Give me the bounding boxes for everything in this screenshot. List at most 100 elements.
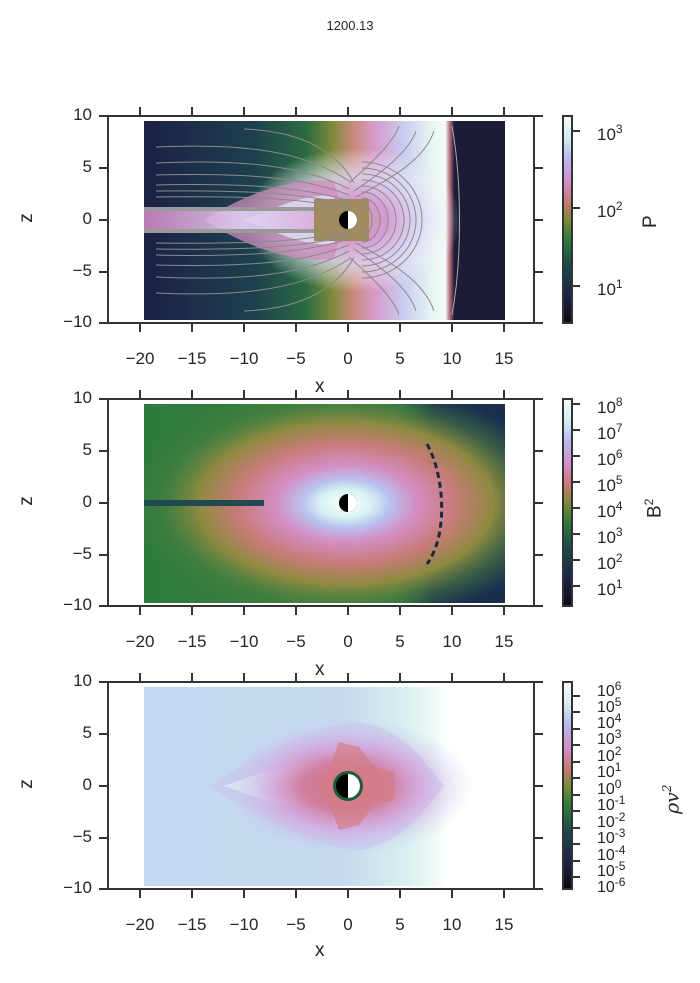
x-tick-label: −15	[177, 632, 207, 651]
cbar-tick-label: 10-2	[597, 810, 626, 831]
y-tick	[99, 681, 107, 683]
y-tick-label: −5	[72, 261, 92, 280]
cbar-tick	[573, 207, 580, 209]
x-tick	[295, 390, 297, 398]
x-tick	[243, 607, 245, 615]
x-tick	[399, 107, 401, 115]
x-tick	[451, 107, 453, 115]
x-tick-label: 10	[442, 632, 462, 651]
x-tick-label: 15	[494, 915, 514, 934]
cbar-tick-label: 10-4	[597, 843, 626, 864]
panel-magnetic: 10 5 0 −5 −10 z −20 −15 −10 −5 0 5 10 15…	[0, 283, 700, 680]
panel-pressure: 10 5 0 −5 −10 z −20 −15 −10 −5 0 5 10 15…	[0, 0, 700, 397]
pressure-heatmap	[144, 121, 505, 320]
x-tick	[503, 390, 505, 398]
x-tick	[295, 673, 297, 681]
y-tick	[99, 115, 107, 117]
cbar-tick	[573, 810, 580, 812]
y-tick	[99, 888, 107, 890]
y-tick	[99, 837, 107, 839]
cbar-tick	[573, 794, 580, 796]
plot-axes-magnetic	[107, 398, 535, 607]
colorbar-label: P	[640, 215, 661, 228]
y-tick	[535, 733, 543, 735]
x-tick-label: 10	[442, 349, 462, 368]
y-tick	[99, 554, 107, 556]
x-tick	[503, 890, 505, 898]
x-tick	[451, 890, 453, 898]
y-tick-label: 5	[82, 440, 92, 459]
y-tick-label: 0	[82, 209, 92, 228]
cbar-tick	[573, 744, 580, 746]
y-tick-label: 10	[73, 671, 92, 690]
colorbar-label: ρv2	[660, 784, 684, 814]
y-tick-label: −5	[72, 827, 92, 846]
cbar-tick	[573, 559, 580, 561]
x-tick	[399, 890, 401, 898]
x-tick	[347, 890, 349, 898]
x-tick	[191, 890, 193, 898]
y-tick	[99, 605, 107, 607]
x-tick	[191, 107, 193, 115]
x-tick	[503, 607, 505, 615]
x-tick-label: 5	[395, 632, 405, 651]
colorbar-dynamic	[562, 681, 573, 890]
x-tick	[451, 390, 453, 398]
cbar-tick-label: 103	[597, 122, 623, 144]
x-tick	[191, 673, 193, 681]
x-tick	[295, 107, 297, 115]
y-tick	[535, 605, 543, 607]
y-tick-label: −10	[63, 595, 92, 614]
x-tick-label: −15	[177, 915, 207, 934]
cbar-tick-label: 107	[597, 421, 623, 443]
x-tick	[139, 390, 141, 398]
cbar-tick-label: 105	[597, 695, 622, 716]
x-tick-label: 0	[343, 349, 353, 368]
cbar-tick-label: 106	[597, 679, 622, 700]
cbar-tick-label: 10-5	[597, 859, 626, 880]
x-tick-label: −15	[177, 349, 207, 368]
x-tick	[399, 673, 401, 681]
cbar-tick	[573, 403, 580, 405]
x-tick-label: −10	[229, 915, 259, 934]
x-tick	[347, 107, 349, 115]
x-tick-label: 0	[343, 915, 353, 934]
y-axis-label: z	[15, 496, 37, 506]
colorbar-pressure	[562, 115, 573, 324]
x-tick-label: 10	[442, 915, 462, 934]
y-tick-label: 0	[82, 775, 92, 794]
cbar-tick	[573, 761, 580, 763]
cbar-tick	[573, 585, 580, 587]
y-tick	[535, 271, 543, 273]
y-tick	[535, 502, 543, 504]
x-tick-label: −20	[125, 632, 155, 651]
x-tick-label: −5	[286, 632, 306, 651]
magnetic-heatmap	[144, 404, 505, 603]
y-tick-label: 5	[82, 157, 92, 176]
y-tick-label: 5	[82, 723, 92, 742]
x-tick	[399, 324, 401, 332]
x-tick	[243, 390, 245, 398]
x-axis-label: x	[315, 940, 325, 961]
y-tick	[535, 115, 543, 117]
cbar-tick-label: 101	[597, 277, 623, 299]
panel-dynamic-pressure: 10 5 0 −5 −10 z −20 −15 −10 −5 0 5 10 15…	[0, 566, 700, 961]
figure-title: 1200.13	[326, 18, 374, 33]
cbar-tick	[573, 860, 580, 862]
x-tick-label: 0	[343, 632, 353, 651]
x-tick	[191, 324, 193, 332]
cbar-tick	[573, 695, 580, 697]
y-tick	[99, 271, 107, 273]
x-tick	[139, 890, 141, 898]
cbar-tick-label: 102	[597, 744, 622, 765]
x-tick	[347, 390, 349, 398]
x-tick-label: −5	[286, 349, 306, 368]
x-tick-label: 15	[494, 349, 514, 368]
x-axis-label: x	[315, 376, 325, 397]
colorbar-magnetic	[562, 398, 573, 607]
y-tick-label: −10	[63, 878, 92, 897]
cbar-tick-label: 104	[597, 499, 623, 521]
y-tick	[99, 785, 107, 787]
x-tick	[139, 673, 141, 681]
x-tick	[451, 673, 453, 681]
